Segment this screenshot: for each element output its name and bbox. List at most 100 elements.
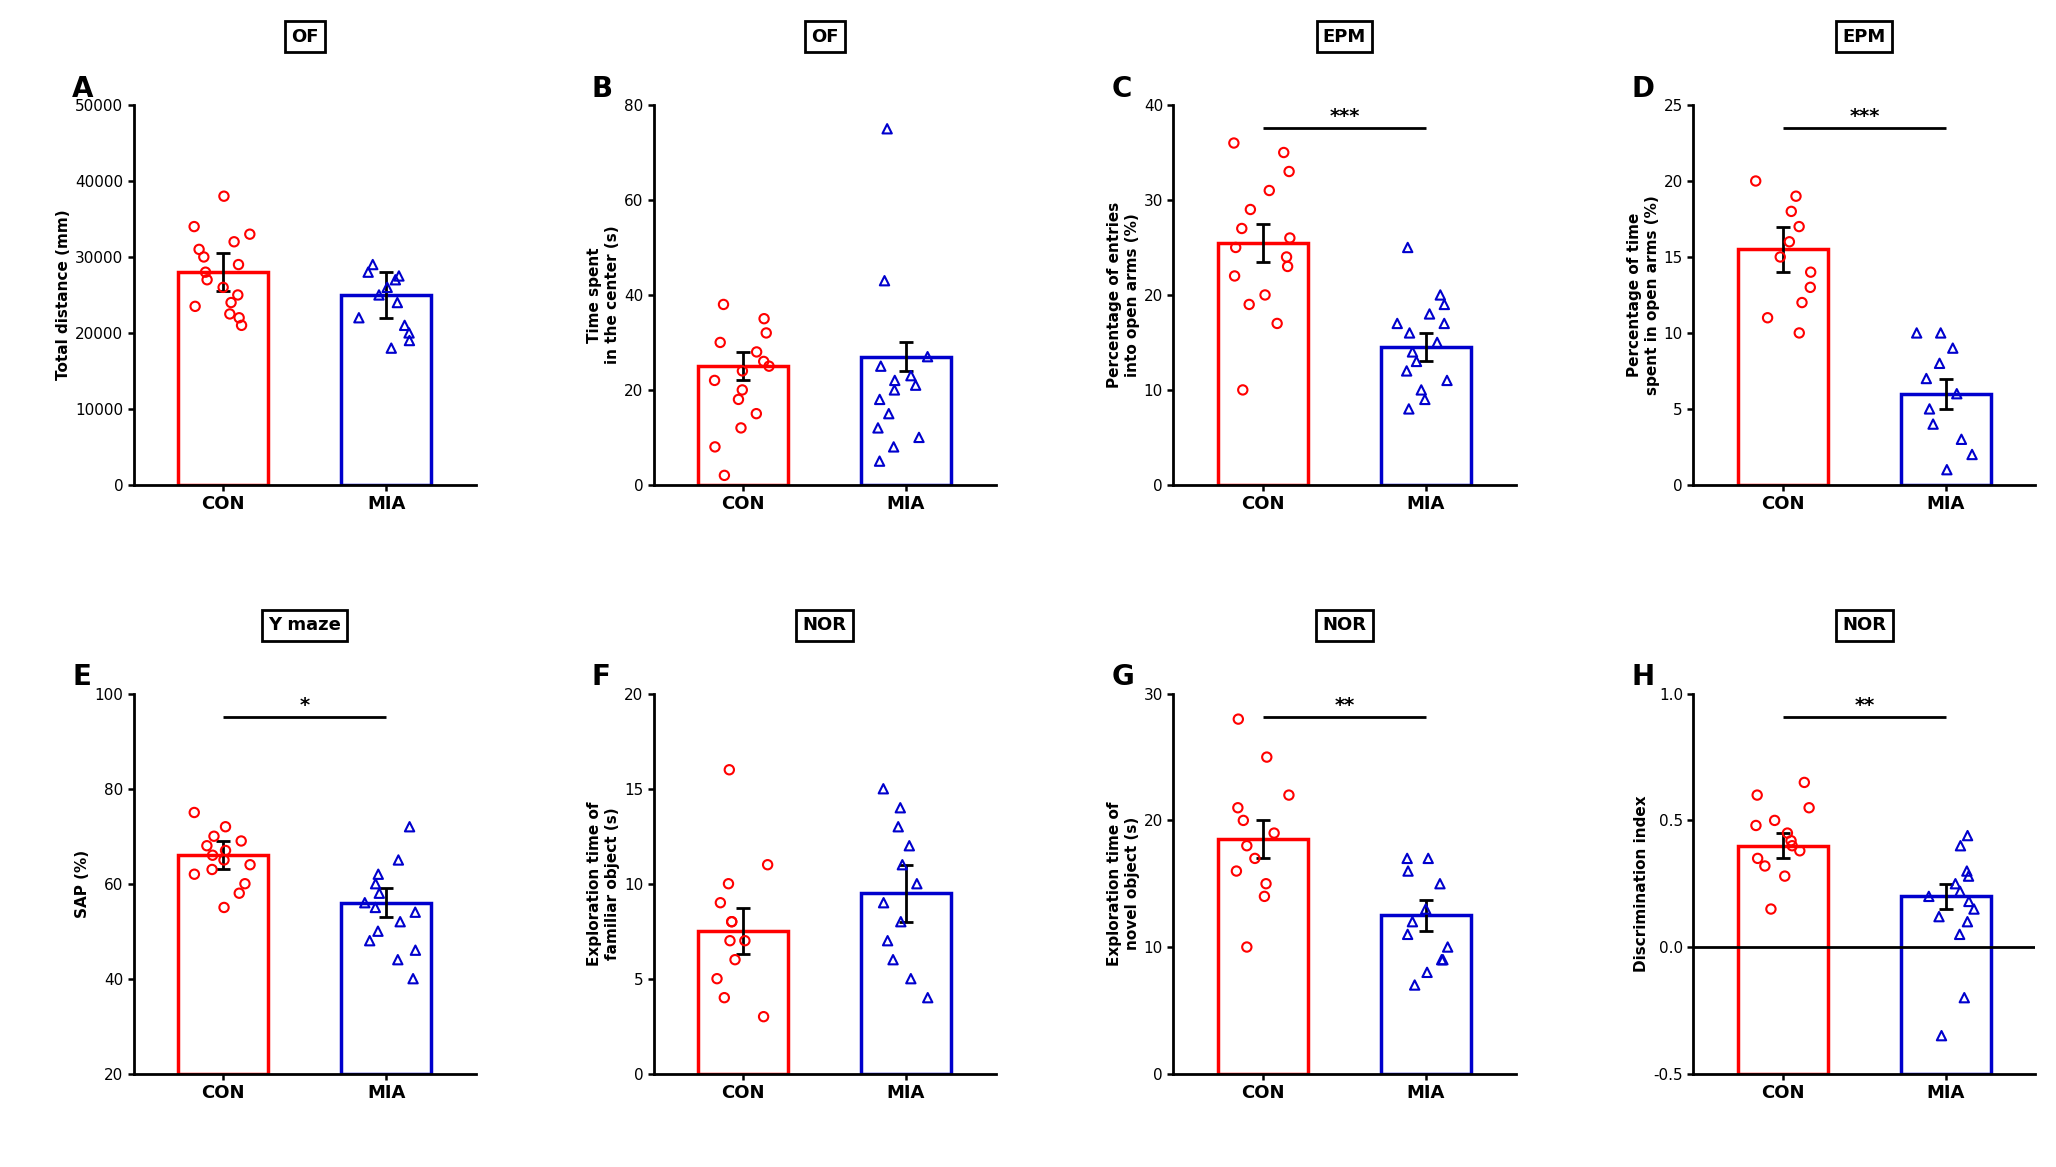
Point	[892, 837, 925, 855]
Point	[179, 865, 212, 883]
Point	[1941, 384, 1974, 403]
Point	[389, 316, 421, 335]
Text: **: **	[1334, 696, 1355, 714]
Point	[1250, 748, 1283, 767]
Point	[1741, 785, 1774, 804]
Point	[878, 380, 911, 399]
Point	[1910, 369, 1943, 387]
Point	[752, 357, 785, 376]
Point	[1951, 867, 1984, 886]
Point	[1238, 850, 1271, 868]
Point	[707, 295, 740, 314]
Y-axis label: Discrimination index: Discrimination index	[1635, 796, 1649, 972]
Point	[713, 761, 746, 780]
Point	[746, 1007, 779, 1026]
Point	[1793, 798, 1826, 817]
Point	[382, 266, 415, 285]
Point	[740, 343, 773, 362]
Point	[911, 988, 944, 1007]
Y-axis label: Time spent
in the center (s): Time spent in the center (s)	[588, 225, 619, 364]
Point	[713, 931, 746, 950]
Bar	[341, 903, 432, 1074]
Point	[882, 817, 915, 836]
Point	[177, 217, 210, 236]
Point	[1392, 399, 1425, 418]
Point	[1785, 293, 1818, 312]
Bar	[1902, 393, 1990, 484]
Point	[1427, 295, 1460, 314]
Point	[1957, 900, 1990, 918]
Point	[1947, 988, 1980, 1007]
Bar	[1382, 915, 1470, 1074]
Point	[214, 293, 247, 312]
Point	[1273, 229, 1306, 247]
Point	[197, 827, 230, 846]
Point	[728, 931, 761, 950]
Point	[218, 232, 251, 251]
Point	[191, 837, 224, 855]
Point	[224, 316, 257, 335]
Point	[1924, 1026, 1957, 1044]
Point	[1398, 976, 1431, 994]
Point	[1258, 824, 1291, 843]
Point	[1266, 144, 1299, 162]
Point	[1427, 950, 1460, 969]
Point	[222, 286, 255, 305]
Point	[1219, 238, 1252, 257]
Point	[894, 970, 927, 988]
Bar	[1219, 839, 1308, 1074]
Point	[748, 309, 781, 328]
Point	[1741, 850, 1774, 868]
Y-axis label: Percentage of entries
into open arms (%): Percentage of entries into open arms (%)	[1106, 202, 1139, 389]
Point	[1250, 874, 1283, 893]
Point	[360, 899, 393, 917]
Text: ***: ***	[1330, 107, 1359, 126]
Point	[1225, 219, 1258, 238]
Point	[1248, 286, 1281, 305]
Text: EPM: EPM	[1322, 28, 1365, 46]
Point	[1939, 874, 1972, 893]
Point	[740, 404, 773, 422]
Point	[1793, 278, 1826, 296]
Point	[1795, 263, 1828, 281]
Point	[1396, 343, 1429, 362]
Point	[1780, 187, 1813, 205]
Point	[1739, 172, 1772, 190]
Point	[1408, 900, 1441, 918]
Point	[884, 798, 917, 817]
Point	[1229, 938, 1262, 957]
Point	[1273, 162, 1306, 181]
Bar	[1737, 250, 1828, 484]
Point	[354, 931, 387, 950]
Point	[750, 855, 783, 874]
Point	[1392, 925, 1425, 944]
Text: OF: OF	[290, 28, 319, 46]
Bar	[699, 366, 787, 484]
Bar	[341, 295, 432, 484]
Y-axis label: Percentage of time
spent in open arms (%): Percentage of time spent in open arms (%…	[1626, 195, 1659, 394]
Text: EPM: EPM	[1842, 28, 1885, 46]
Point	[1953, 892, 1986, 910]
Point	[901, 874, 933, 893]
Text: **: **	[1855, 696, 1875, 714]
Point	[210, 841, 243, 860]
Point	[1229, 837, 1262, 855]
Point	[360, 874, 393, 893]
Point	[1382, 314, 1415, 333]
Point	[1912, 887, 1945, 906]
Point	[195, 846, 228, 865]
Text: *: *	[300, 696, 310, 714]
Point	[382, 851, 415, 869]
Point	[189, 263, 222, 281]
Point	[378, 271, 411, 289]
Point	[1404, 380, 1437, 399]
Point	[1390, 850, 1423, 868]
Point	[1390, 362, 1423, 380]
Point	[1789, 773, 1822, 791]
Point	[886, 855, 919, 874]
Point	[370, 278, 403, 296]
Point	[179, 298, 212, 316]
Point	[864, 452, 896, 470]
Point	[872, 931, 905, 950]
Point	[1945, 429, 1978, 448]
